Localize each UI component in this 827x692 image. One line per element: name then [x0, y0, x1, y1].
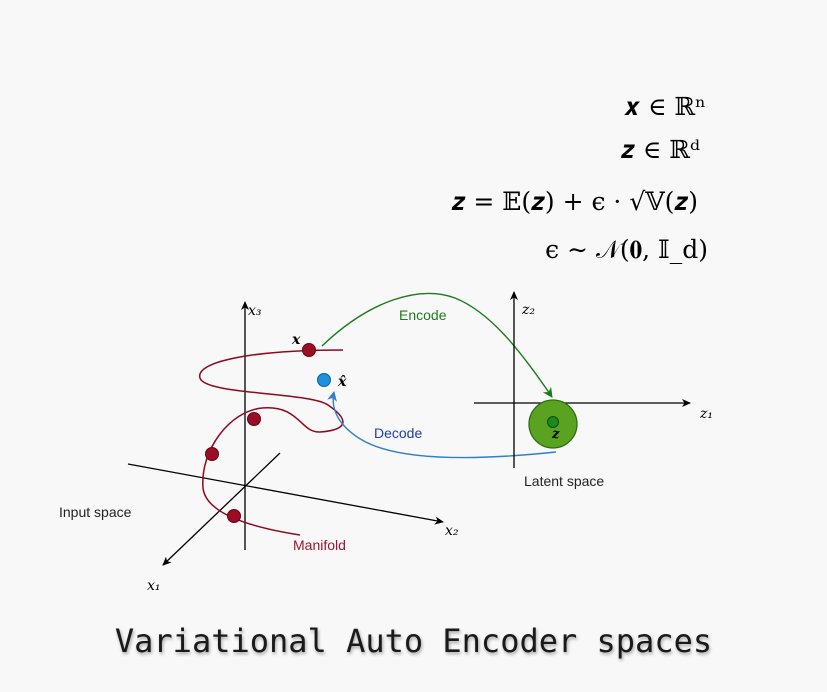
- x2-axis: [127, 463, 444, 525]
- x-hat-label: 𝒙̂: [337, 374, 347, 390]
- x3-axis-label: x₃: [248, 303, 262, 319]
- decode-label: Decode: [374, 425, 422, 441]
- equation-reparameterization: 𝒛 = 𝔼(𝒛) + ϵ · √𝕍(𝒛): [452, 187, 698, 216]
- latent-point-z: [547, 416, 559, 428]
- equation-x-in-rn: 𝒙 ∈ ℝⁿ: [624, 92, 706, 121]
- encode-label: Encode: [399, 307, 447, 323]
- latent-space-axes: [474, 291, 691, 468]
- input-space-axes: [127, 301, 444, 566]
- equation-epsilon-distribution: ϵ ∼ 𝒩(𝟎, 𝕀_d): [545, 235, 708, 264]
- z2-axis-label: z₂: [521, 302, 535, 318]
- manifold-point: [227, 509, 241, 523]
- equation-z-in-rd: 𝒛 ∈ ℝᵈ: [621, 135, 700, 164]
- x-hat-point: [317, 373, 331, 387]
- manifold-point: [247, 412, 261, 426]
- z1-axis-label: z₁: [699, 406, 713, 422]
- decode-arrow: [327, 391, 557, 459]
- diagram-title: Variational Auto Encoder spaces: [114, 622, 713, 660]
- x-point-label: 𝒙: [291, 332, 301, 348]
- manifold-point-x: [302, 343, 316, 357]
- latent-space-label: Latent space: [524, 473, 604, 489]
- manifold-curve: [199, 349, 344, 536]
- x1-axis-label: x₁: [147, 578, 161, 594]
- x1-axis: [162, 452, 281, 566]
- encode-arrow: [321, 292, 553, 398]
- manifold-label: Manifold: [293, 537, 346, 553]
- manifold-point: [205, 447, 219, 461]
- x2-axis-label: x₂: [445, 523, 459, 539]
- z-point-label: 𝒛: [551, 427, 560, 442]
- input-space-label: Input space: [59, 504, 132, 520]
